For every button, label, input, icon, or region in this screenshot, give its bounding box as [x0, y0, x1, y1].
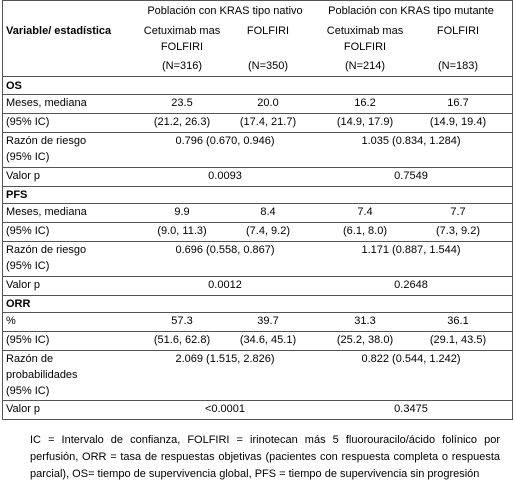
- cell-value: (51.6, 62.8): [153, 334, 211, 346]
- row-label: Valor p: [6, 170, 41, 182]
- column-header: Cetuximab mas FOLFIRI: [143, 25, 221, 53]
- row-divider: [2, 400, 512, 401]
- group-header: Población con KRAS tipo mutante: [328, 5, 494, 17]
- cell-value: (6.1, 8.0): [342, 225, 388, 237]
- row-divider: [2, 241, 512, 242]
- cell-value: 31.3: [354, 315, 376, 327]
- cell-value: 0.7549: [394, 170, 428, 182]
- cell-value: 2.069 (1.515, 2.826): [175, 353, 275, 365]
- row-label: %: [6, 315, 16, 327]
- sample-size: (N=316): [161, 60, 203, 72]
- column-header: FOLFIRI: [246, 25, 290, 37]
- row-label: Valor p: [6, 279, 41, 291]
- row-divider: [2, 132, 512, 133]
- cell-value: 1.171 (0.887, 1.544): [361, 244, 461, 256]
- cell-value: (14.9, 17.9): [336, 116, 394, 128]
- row-label: (95% IC): [6, 116, 50, 128]
- row-label: Razón de riesgo (95% IC): [6, 244, 87, 272]
- cell-value: 39.7: [257, 315, 279, 327]
- row-label: (95% IC): [6, 334, 50, 346]
- footnote: IC = Intervalo de confianza, FOLFIRI = i…: [30, 434, 500, 480]
- sample-size: (N=183): [437, 60, 479, 72]
- cell-value: 8.4: [260, 206, 276, 218]
- cell-value: (7.4, 9.2): [245, 225, 291, 237]
- row-divider: [2, 222, 512, 223]
- row-divider: [2, 312, 512, 313]
- section-title: ORR: [6, 298, 31, 310]
- column-header: Variable/ estadística: [6, 25, 112, 37]
- cell-value: 7.7: [450, 206, 466, 218]
- cell-value: 16.2: [354, 97, 376, 109]
- cell-value: 16.7: [447, 97, 469, 109]
- row-label: Razón de probabilidades (95% IC): [6, 353, 78, 397]
- row-label: Meses, mediana: [6, 206, 87, 218]
- cell-value: 57.3: [171, 315, 193, 327]
- cell-value: <0.0001: [204, 403, 246, 415]
- cell-value: (9.0, 11.3): [157, 225, 207, 237]
- cell-value: 0.3475: [394, 403, 428, 415]
- cell-value: 1.035 (0.834, 1.284): [361, 135, 461, 147]
- cell-value: 0.696 (0.558, 0.867): [175, 244, 275, 256]
- cell-value: 7.4: [357, 206, 373, 218]
- row-divider: [2, 94, 512, 95]
- cell-value: 0.796 (0.670, 0.946): [175, 135, 275, 147]
- cell-value: 0.2648: [394, 279, 428, 291]
- cell-value: (21.2, 26.3): [153, 116, 211, 128]
- cell-value: (14.9, 19.4): [429, 116, 487, 128]
- row-divider: [2, 186, 512, 187]
- cell-value: (25.2, 38.0): [336, 334, 394, 346]
- row-divider: [2, 331, 512, 332]
- row-label: Razón de riesgo (95% IC): [6, 135, 87, 163]
- section-title: PFS: [6, 189, 28, 201]
- column-header: FOLFIRI: [436, 25, 480, 37]
- row-label: Valor p: [6, 403, 41, 415]
- column-header: Cetuximab mas FOLFIRI: [326, 25, 404, 53]
- row-divider: [2, 350, 512, 351]
- cell-value: (17.4, 21.7): [239, 116, 297, 128]
- row-divider: [2, 203, 512, 204]
- row-label: (95% IC): [6, 225, 50, 237]
- cell-value: 20.0: [257, 97, 279, 109]
- section-title: OS: [6, 80, 22, 92]
- cell-value: (7.3, 9.2): [435, 225, 481, 237]
- table-border: [2, 0, 513, 420]
- cell-value: 0.0012: [208, 279, 242, 291]
- row-divider: [2, 76, 512, 77]
- row-label: Meses, mediana: [6, 97, 87, 109]
- sample-size: (N=350): [247, 60, 289, 72]
- row-divider: [2, 276, 512, 277]
- cell-value: 0.0093: [208, 170, 242, 182]
- row-divider: [2, 113, 512, 114]
- group-header: Población con KRAS tipo nativo: [147, 5, 303, 17]
- cell-value: 36.1: [447, 315, 469, 327]
- row-divider: [2, 167, 512, 168]
- sample-size: (N=214): [344, 60, 386, 72]
- cell-value: 9.9: [174, 206, 190, 218]
- row-divider: [2, 295, 512, 296]
- cell-value: 0.822 (0.544, 1.242): [361, 353, 461, 365]
- cell-value: (34.6, 45.1): [239, 334, 297, 346]
- cell-value: (29.1, 43.5): [429, 334, 487, 346]
- cell-value: 23.5: [171, 97, 193, 109]
